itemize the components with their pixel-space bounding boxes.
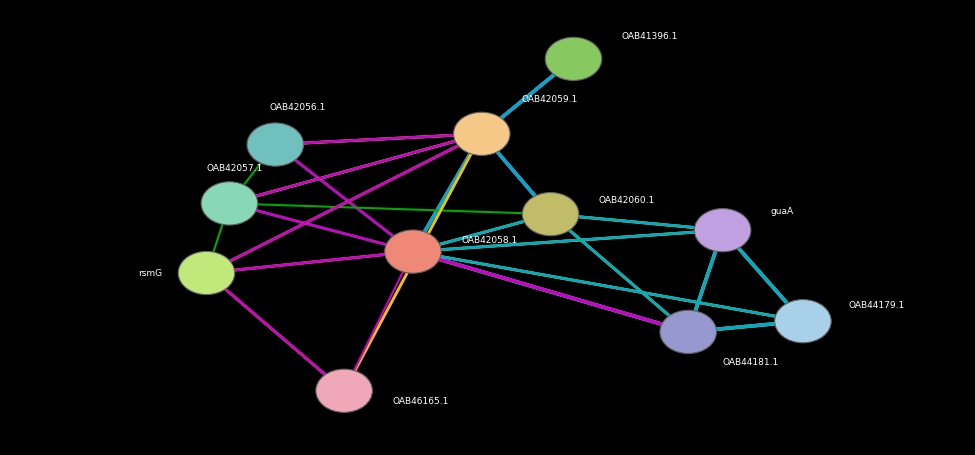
Ellipse shape [660,310,717,354]
Text: guaA: guaA [771,207,794,216]
Ellipse shape [247,123,303,166]
Ellipse shape [545,37,602,81]
Text: OAB44179.1: OAB44179.1 [849,301,905,309]
Ellipse shape [316,369,372,412]
Text: OAB46165.1: OAB46165.1 [392,397,449,406]
Ellipse shape [178,251,235,295]
Ellipse shape [694,208,751,252]
Text: OAB41396.1: OAB41396.1 [622,32,678,41]
Text: OAB42060.1: OAB42060.1 [599,196,655,205]
Text: OAB42057.1: OAB42057.1 [207,164,262,173]
Text: rsmG: rsmG [137,268,162,278]
Text: OAB42056.1: OAB42056.1 [269,102,326,111]
Text: OAB42059.1: OAB42059.1 [522,95,578,104]
Ellipse shape [523,192,579,236]
Ellipse shape [385,230,442,273]
Ellipse shape [775,299,832,343]
Text: OAB44181.1: OAB44181.1 [722,359,779,368]
Ellipse shape [453,112,510,156]
Ellipse shape [201,182,257,225]
Text: OAB42058.1: OAB42058.1 [461,237,518,245]
